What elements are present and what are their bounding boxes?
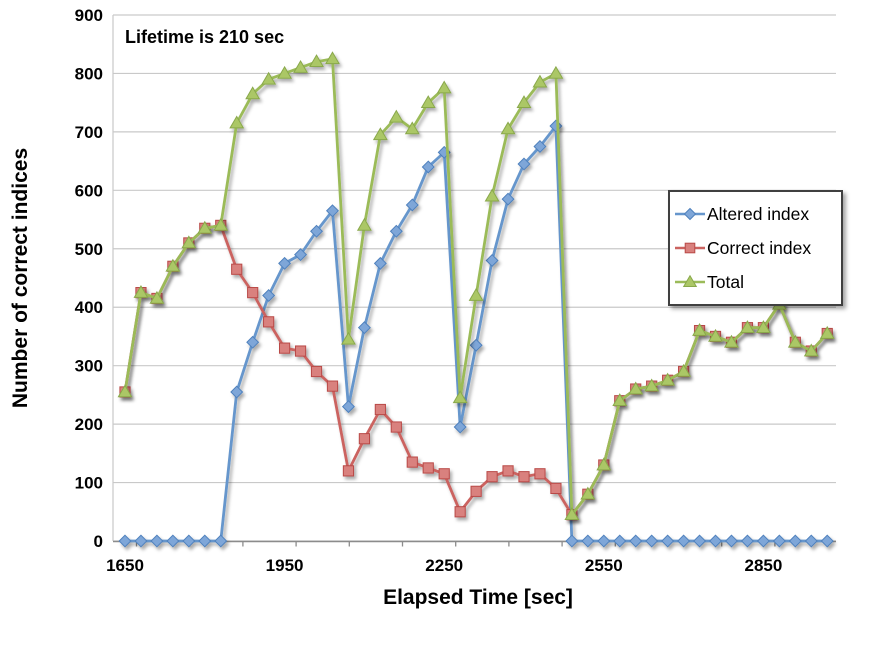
svg-text:200: 200 bbox=[75, 415, 103, 434]
legend-label: Total bbox=[707, 271, 744, 292]
svg-text:800: 800 bbox=[75, 64, 103, 83]
data-series bbox=[117, 51, 835, 548]
legend-item-total: Total bbox=[673, 265, 838, 299]
axis-labels: 0 100 200 300 400 500 600 700 800 900 1650 1950 2250… bbox=[75, 6, 783, 575]
annotation-lifetime: Lifetime is 210 sec bbox=[125, 27, 284, 47]
svg-text:500: 500 bbox=[75, 240, 103, 259]
legend-label: Altered index bbox=[707, 203, 810, 224]
svg-text:100: 100 bbox=[75, 474, 103, 493]
legend: Altered index Correct index Total bbox=[668, 190, 843, 306]
svg-text:2850: 2850 bbox=[744, 556, 782, 575]
svg-text:300: 300 bbox=[75, 357, 103, 376]
svg-text:1950: 1950 bbox=[266, 556, 304, 575]
svg-text:0: 0 bbox=[94, 532, 103, 551]
svg-text:2550: 2550 bbox=[585, 556, 623, 575]
x-axis-title: Elapsed Time [sec] bbox=[383, 586, 573, 609]
svg-text:1650: 1650 bbox=[106, 556, 144, 575]
y-axis-title: Number of correct indices bbox=[9, 148, 32, 408]
altered-index-diamond-icon bbox=[675, 207, 705, 221]
legend-item-altered-index: Altered index bbox=[673, 197, 838, 231]
correct-index-square-icon bbox=[675, 242, 705, 254]
legend-item-correct-index: Correct index bbox=[673, 231, 838, 265]
legend-label: Correct index bbox=[707, 237, 812, 258]
svg-text:400: 400 bbox=[75, 298, 103, 317]
svg-text:900: 900 bbox=[75, 6, 103, 25]
svg-text:2250: 2250 bbox=[425, 556, 463, 575]
svg-text:700: 700 bbox=[75, 123, 103, 142]
svg-text:600: 600 bbox=[75, 181, 103, 200]
total-triangle-icon bbox=[675, 274, 705, 287]
